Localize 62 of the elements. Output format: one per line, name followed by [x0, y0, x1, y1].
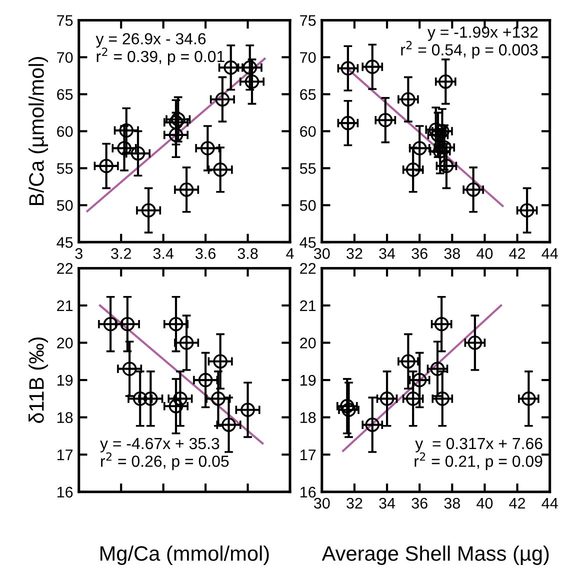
y-tick-label: 70 [57, 52, 73, 63]
y-tick-label: 50 [56, 200, 73, 211]
x-tick-label: 44 [542, 498, 558, 509]
x-axis-title: Average Shell Mass (µg) [322, 546, 549, 565]
y-tick-label: 50 [300, 200, 316, 211]
x-tick-label: 3.2 [111, 248, 131, 259]
annotation: y = -4.67x + 35.3 [100, 438, 220, 452]
x-tick-label: 36 [412, 248, 428, 259]
y-tick-label: 21 [300, 300, 316, 312]
x-tick-label: 38 [444, 248, 460, 259]
y-tick-label: 17 [300, 450, 316, 460]
y-tick-label: 55 [300, 163, 316, 174]
y-axis-title: δ11B (‰) [28, 338, 48, 423]
y-tick-label: 65 [300, 89, 316, 100]
annotation: y = 26.9x - 34.6 [96, 33, 206, 48]
y-tick-label: 19 [58, 374, 73, 386]
y-tick-label: 55 [56, 163, 73, 174]
y-tick-label: 65 [57, 89, 73, 100]
x-tick-label: 40 [476, 498, 493, 509]
x-tick-label: 30 [314, 498, 330, 509]
x-tick-label: 36 [412, 498, 428, 509]
annotation: r$^{2}$ = 0.26, p = 0.05 [101, 452, 229, 470]
x-tick-label: 3.4 [153, 248, 174, 259]
y-tick-label: 19 [300, 374, 316, 386]
x-tick-label: 42 [509, 248, 526, 259]
x-tick-label: 42 [509, 498, 526, 509]
x-tick-label: 4 [286, 248, 294, 259]
annotation: r$^{2}$ = 0.39, p = 0.01 [96, 48, 224, 66]
y-tick-label: 75 [300, 15, 316, 26]
x-tick-label: 38 [444, 498, 460, 509]
y-tick-label: 16 [58, 486, 73, 498]
x-tick-label: 3 [75, 248, 82, 259]
y-tick-label: 17 [58, 450, 73, 460]
annotation: r$^{2}$ = 0.54, p = 0.003 [401, 40, 538, 59]
x-tick-label: 44 [542, 248, 558, 259]
y-tick-label: 45 [300, 237, 316, 248]
y-tick-label: 60 [300, 126, 316, 137]
y-tick-label: 16 [300, 486, 316, 498]
y-tick-label: 22 [300, 263, 316, 274]
y-tick-label: 18 [58, 412, 73, 423]
y-axis-title: B/Ca (µmol/mol) [28, 57, 48, 205]
x-tick-label: 34 [379, 498, 396, 509]
y-tick-label: 60 [57, 126, 73, 137]
y-tick-label: 20 [57, 338, 73, 348]
y-tick-label: 21 [57, 300, 73, 312]
annotation: y = -1.99x +132 [427, 26, 538, 41]
x-tick-label: 34 [379, 248, 396, 259]
y-tick-label: 70 [300, 52, 316, 63]
y-tick-label: 18 [300, 412, 316, 423]
x-tick-label: 3.8 [238, 248, 258, 259]
y-tick-label: 22 [57, 263, 73, 274]
x-tick-label: 32 [346, 498, 362, 509]
annotation: y = 0.317x + 7.66 [415, 438, 542, 452]
y-tick-label: 20 [300, 338, 316, 348]
x-tick-label: 3.6 [196, 248, 216, 259]
y-tick-label: 45 [56, 237, 73, 248]
x-tick-label: 40 [476, 248, 493, 259]
x-axis-title: Mg/Ca (mmol/mol) [100, 546, 269, 565]
x-tick-label: 30 [314, 248, 330, 259]
annotation: r$^{2}$ = 0.21, p = 0.09 [414, 452, 542, 470]
y-tick-label: 75 [57, 15, 73, 26]
x-tick-label: 32 [346, 248, 362, 259]
